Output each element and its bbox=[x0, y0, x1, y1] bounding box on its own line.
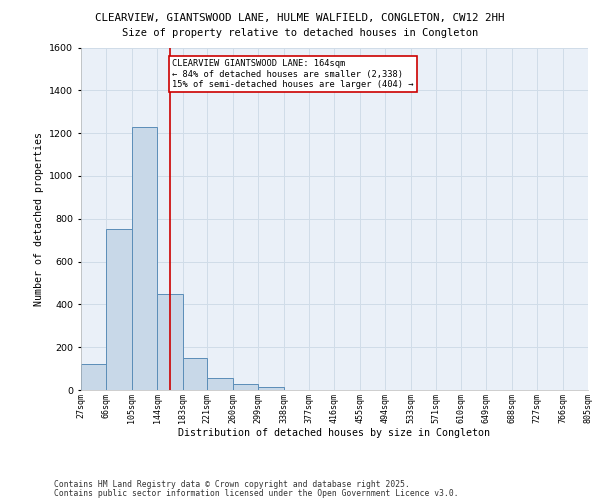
Text: Contains public sector information licensed under the Open Government Licence v3: Contains public sector information licen… bbox=[54, 488, 458, 498]
Bar bbox=[81, 364, 106, 390]
Bar bbox=[182, 358, 208, 390]
Bar bbox=[208, 378, 233, 390]
Text: Size of property relative to detached houses in Congleton: Size of property relative to detached ho… bbox=[122, 28, 478, 38]
Bar bbox=[157, 294, 182, 390]
Y-axis label: Number of detached properties: Number of detached properties bbox=[34, 132, 44, 306]
Bar bbox=[106, 230, 132, 390]
Bar bbox=[132, 126, 157, 390]
Bar bbox=[233, 384, 258, 390]
X-axis label: Distribution of detached houses by size in Congleton: Distribution of detached houses by size … bbox=[179, 428, 491, 438]
Bar bbox=[258, 387, 284, 390]
Text: Contains HM Land Registry data © Crown copyright and database right 2025.: Contains HM Land Registry data © Crown c… bbox=[54, 480, 410, 489]
Text: CLEARVIEW, GIANTSWOOD LANE, HULME WALFIELD, CONGLETON, CW12 2HH: CLEARVIEW, GIANTSWOOD LANE, HULME WALFIE… bbox=[95, 12, 505, 22]
Text: CLEARVIEW GIANTSWOOD LANE: 164sqm
← 84% of detached houses are smaller (2,338)
1: CLEARVIEW GIANTSWOOD LANE: 164sqm ← 84% … bbox=[172, 60, 414, 89]
